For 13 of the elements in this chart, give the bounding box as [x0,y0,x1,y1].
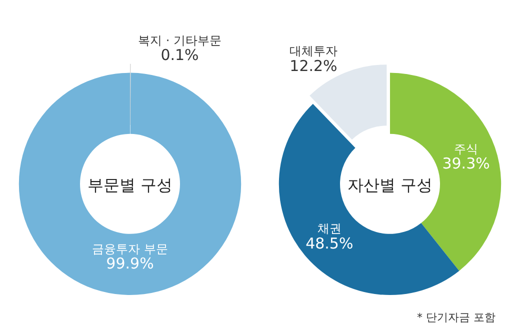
data-label: 12.2% [290,56,338,75]
text: 자산별 구성 [347,175,433,194]
text: 부문별 구성 [87,175,173,194]
slice-label: 금융투자 부문 [92,242,168,256]
slice-label: 대체투자 [289,44,338,58]
slice-label: 채권 [317,222,342,236]
slice-label: 주식 [454,142,478,156]
data-label: 48.5% [306,234,354,252]
data-label: 0.1% [160,46,199,64]
slice-label: 복지 · 기타부문 [138,33,222,48]
data-label: 99.9% [106,254,154,273]
data-label: 39.3% [442,154,490,173]
text: * 단기자금 포함 [417,311,496,324]
